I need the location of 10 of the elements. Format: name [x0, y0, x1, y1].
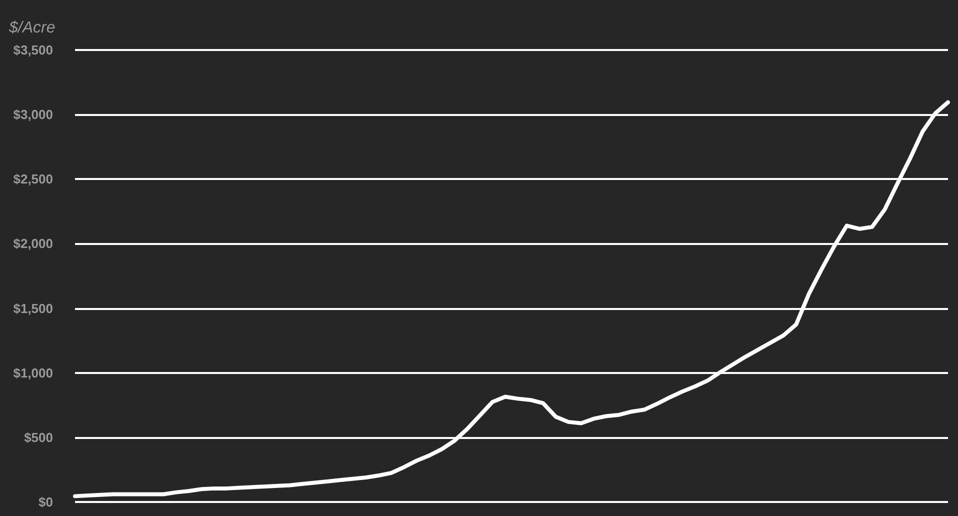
- y-tick-label: $2,000: [13, 236, 53, 252]
- y-tick-label: $3,500: [13, 42, 53, 58]
- y-tick-label: $1,500: [13, 300, 53, 316]
- line-series: [73, 100, 950, 498]
- y-tick-label: $3,000: [13, 107, 53, 122]
- y-axis-title: $/Acre: [8, 20, 56, 36]
- y-tick-label: $1,000: [13, 365, 53, 380]
- y-tick-label: $2,500: [13, 172, 53, 187]
- y-tick-label: $500: [24, 430, 53, 445]
- y-tick-label: $0: [38, 494, 53, 510]
